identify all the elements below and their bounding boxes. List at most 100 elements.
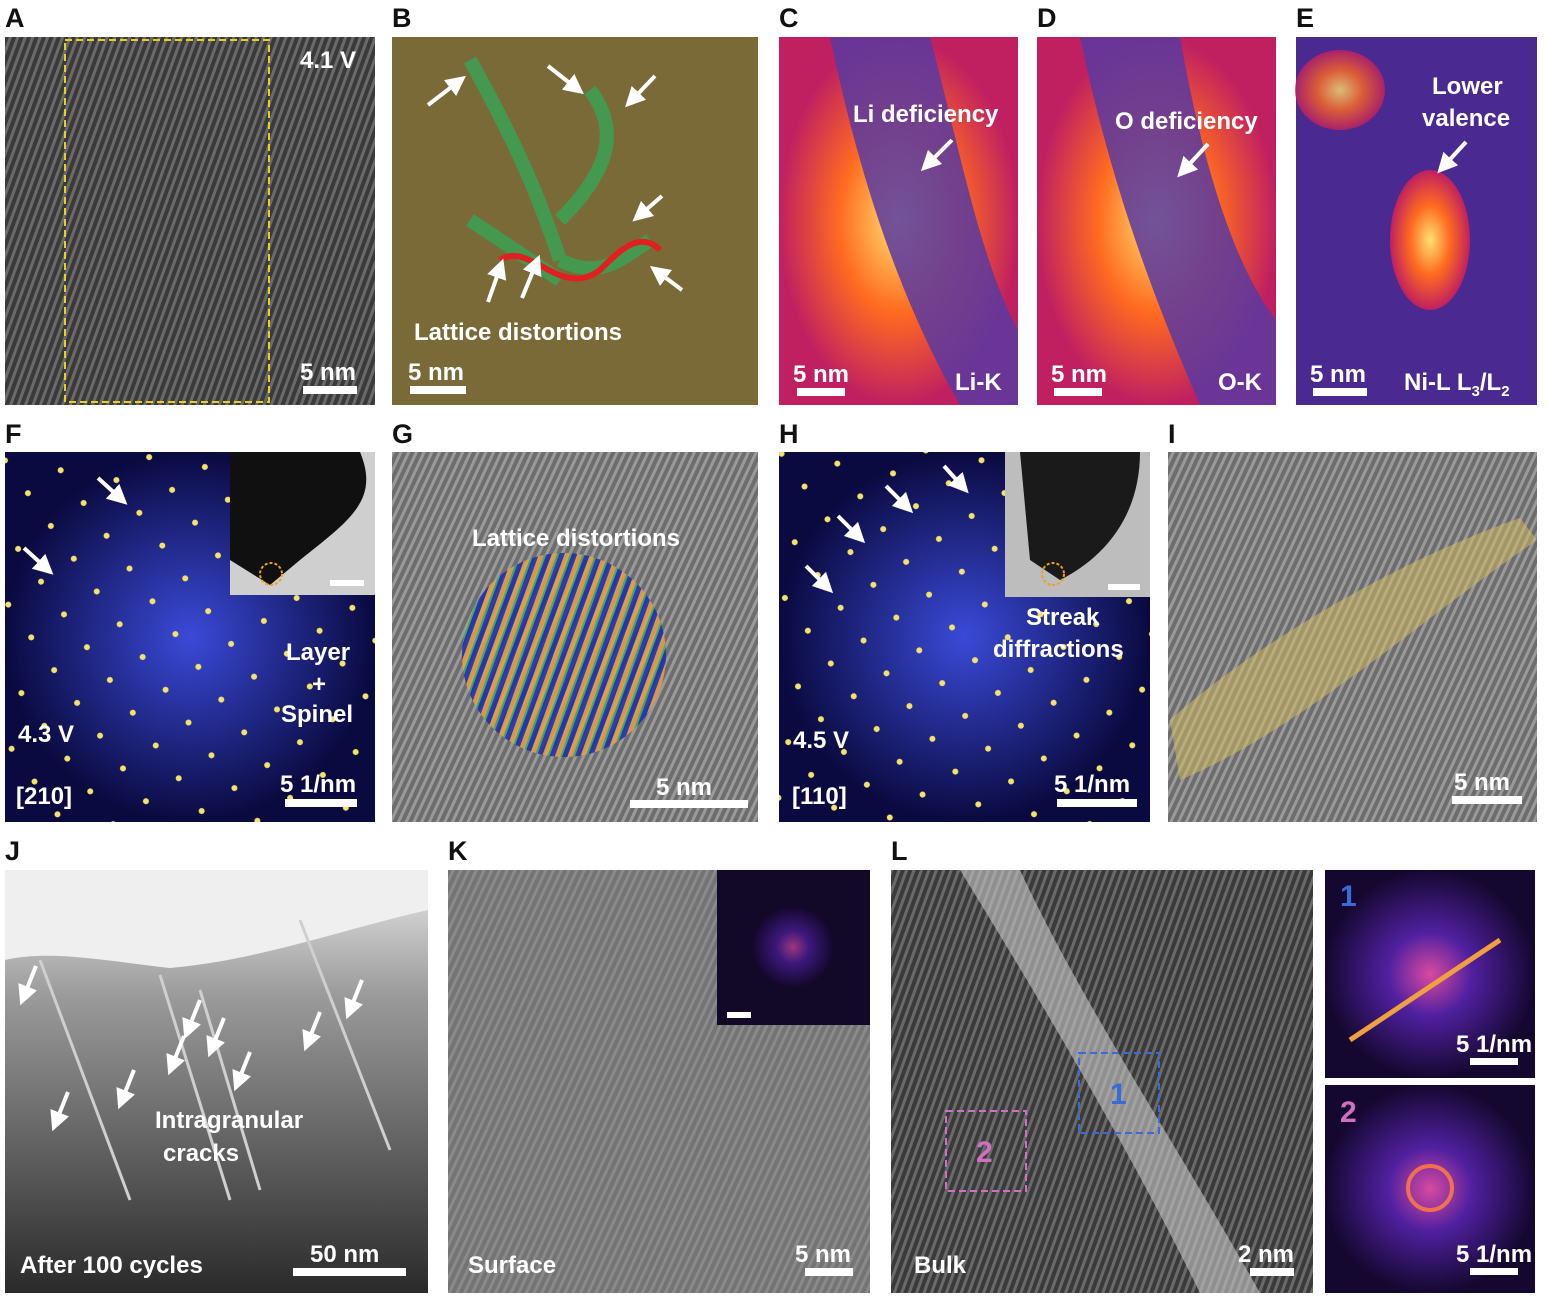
scale-bar	[630, 800, 748, 808]
annotation: Intragranular	[155, 1107, 303, 1134]
annotation: After 100 cycles	[20, 1252, 203, 1279]
fft-inset	[1325, 1085, 1535, 1293]
annotation: +	[312, 671, 326, 698]
inset-label: 2	[1340, 1096, 1357, 1129]
annotation: Ni-L L3/L2	[1404, 369, 1510, 400]
arrow	[836, 514, 866, 544]
text-part: /L	[1480, 369, 1501, 396]
annotation: 4.1 V	[300, 47, 356, 74]
arrow	[804, 564, 834, 594]
panel-label: D	[1037, 3, 1057, 33]
arrow	[625, 74, 657, 108]
arrow	[486, 258, 507, 303]
annotation: Lower	[1432, 73, 1503, 100]
panel-label: A	[5, 3, 25, 33]
arrow	[632, 194, 664, 222]
region-label: 2	[976, 1136, 993, 1169]
scale-bar	[805, 1268, 853, 1276]
arrow	[50, 1091, 70, 1132]
scale-label: 5 nm	[300, 359, 356, 386]
arrow	[344, 979, 364, 1020]
scale-bar	[1452, 796, 1522, 804]
region-box	[64, 39, 270, 403]
region-label: 1	[1110, 1078, 1127, 1111]
arrow	[1437, 140, 1468, 174]
annotation: O deficiency	[1115, 108, 1258, 135]
scale-label: 5 nm	[408, 359, 464, 386]
vacuum-region	[5, 870, 428, 968]
scale-label: 2 nm	[1238, 1241, 1294, 1268]
scale-bar	[303, 386, 357, 394]
arrow	[302, 1011, 322, 1052]
scale-label: 50 nm	[310, 1241, 379, 1268]
scale-label: 5 1/nm	[280, 771, 356, 798]
panel-label: H	[779, 419, 799, 449]
region-box	[1078, 1052, 1160, 1134]
fft-overlay	[462, 553, 666, 757]
annotation: 4.3 V	[18, 721, 74, 748]
annotation: Surface	[468, 1252, 556, 1279]
annotation: Bulk	[914, 1252, 967, 1279]
scale-bar	[727, 1012, 751, 1018]
scale-label: 5 1/nm	[1456, 1031, 1532, 1058]
arrow	[18, 965, 38, 1006]
highlight-region	[1170, 518, 1537, 780]
annotation: valence	[1422, 105, 1510, 132]
annotation: Layer	[286, 639, 350, 666]
scale-bar	[1470, 1058, 1518, 1065]
arrow	[920, 138, 954, 172]
selection-circle	[1041, 562, 1065, 586]
panel-label: J	[5, 836, 20, 866]
valence-region	[1390, 170, 1470, 310]
subscript: 3	[1472, 383, 1480, 400]
arrow	[1177, 142, 1210, 178]
annotation: cracks	[163, 1140, 239, 1167]
panel-label: G	[392, 419, 413, 449]
annotation: [210]	[16, 783, 72, 810]
annotation: 4.5 V	[793, 727, 849, 754]
valence-region	[1295, 50, 1385, 130]
arrow	[96, 476, 128, 505]
scale-label: 5 1/nm	[1456, 1241, 1532, 1268]
annotation: Spinel	[281, 701, 353, 728]
ring	[1406, 1164, 1454, 1212]
scale-label: 5 1/nm	[1054, 771, 1130, 798]
scale-label: 5 nm	[795, 1241, 851, 1268]
scale-bar	[1250, 1268, 1294, 1276]
crack	[38, 919, 392, 1201]
text-part: Ni-L L	[1404, 369, 1472, 396]
arrow	[182, 999, 202, 1040]
annotation: O-K	[1218, 369, 1263, 396]
arrow	[884, 484, 914, 514]
scale-bar	[797, 388, 845, 396]
region-box	[945, 1110, 1027, 1192]
subscript: 2	[1501, 383, 1509, 400]
arrow	[650, 266, 684, 292]
scale-bar	[1054, 388, 1102, 396]
scale-label: 5 nm	[1051, 361, 1107, 388]
fft-glow	[753, 907, 833, 987]
scale-label: 5 nm	[1310, 361, 1366, 388]
arrow	[520, 254, 542, 299]
panel-label: F	[5, 419, 22, 449]
scale-bar	[1057, 799, 1137, 807]
deficiency-region	[830, 37, 1018, 405]
deficiency-region	[1080, 37, 1276, 405]
annotation: Li-K	[955, 369, 1002, 396]
arrow	[942, 464, 969, 494]
panel-label: L	[891, 836, 908, 866]
annotation: Streak	[1026, 604, 1100, 631]
panel-label: K	[448, 836, 468, 866]
scale-bar	[293, 1268, 406, 1276]
bright-band	[960, 870, 1260, 1293]
panel-label: B	[392, 3, 412, 33]
particle	[230, 452, 367, 585]
scale-label: 5 nm	[793, 361, 849, 388]
selection-circle	[259, 562, 283, 586]
particle	[1020, 452, 1140, 580]
annotation: diffractions	[993, 636, 1124, 663]
scale-bar	[330, 580, 364, 586]
arrow	[22, 546, 54, 575]
scale-bar	[1108, 584, 1140, 590]
